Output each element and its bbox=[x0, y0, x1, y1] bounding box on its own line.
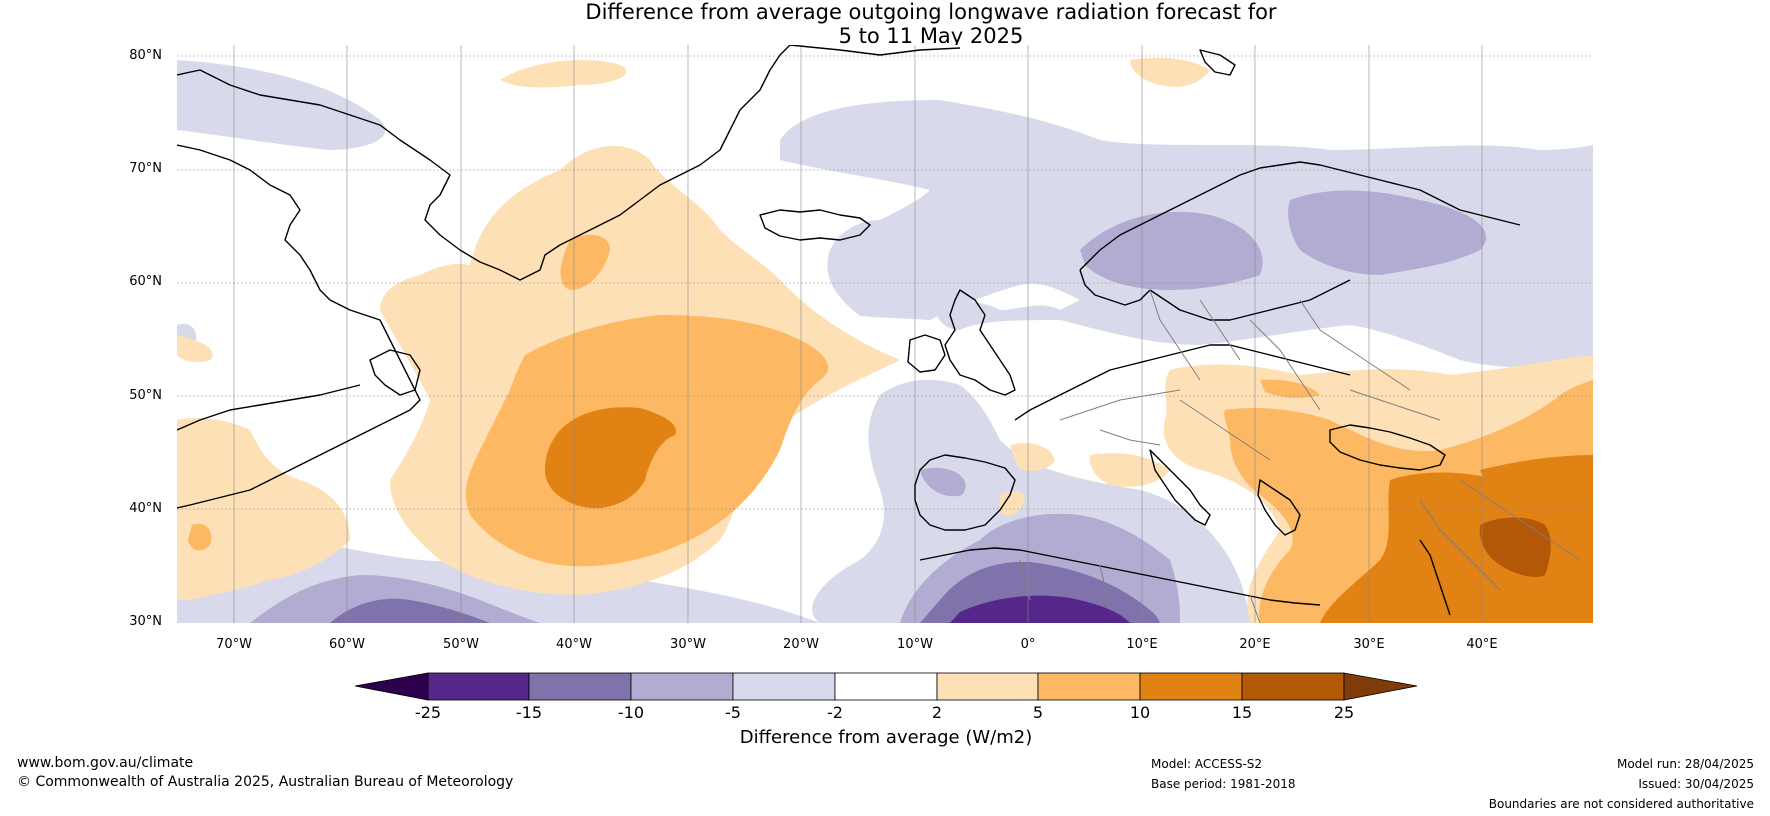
lat-label-50n: 50°N bbox=[129, 388, 162, 403]
lat-label-30n: 30°N bbox=[129, 614, 162, 629]
lon-label-10w: 10°W bbox=[897, 637, 933, 652]
colorbar-tick-label: -5 bbox=[725, 703, 741, 722]
colorbar-segment-5 bbox=[936, 672, 1039, 701]
anomaly-shading bbox=[177, 57, 1593, 623]
lon-label-0: 0° bbox=[1020, 637, 1036, 652]
colorbar-segment-6 bbox=[1037, 672, 1141, 701]
canada-coast bbox=[177, 144, 421, 509]
country-borders bbox=[1019, 289, 1581, 623]
model-run-date: Model run: 28/04/2025 bbox=[1616, 757, 1754, 771]
europe-coast bbox=[1014, 344, 1351, 421]
iceland-coast bbox=[759, 209, 871, 241]
anomaly-very-strong-positive bbox=[1479, 517, 1551, 577]
greenland-coast bbox=[177, 45, 791, 281]
colorbar-tick-label: -10 bbox=[617, 703, 645, 722]
copyright-notice: © Commonwealth of Australia 2025, Austra… bbox=[17, 774, 514, 790]
norway-west-coast bbox=[1079, 269, 1151, 306]
colorbar-segment-0 bbox=[427, 672, 530, 701]
chart-title-line-1: Difference from average outgoing longwav… bbox=[585, 0, 1277, 24]
website-link[interactable]: www.bom.gov.au/climate bbox=[17, 755, 194, 771]
lon-label-40w: 40°W bbox=[556, 637, 592, 652]
lat-label-60n: 60°N bbox=[129, 274, 162, 289]
colorbar-tick-label: 2 bbox=[931, 703, 943, 722]
colorbar-extension-max bbox=[1343, 672, 1418, 701]
greenland-east-coast bbox=[789, 45, 961, 56]
colorbar-tick-label: -25 bbox=[414, 703, 442, 722]
issued-date: Issued: 30/04/2025 bbox=[1638, 777, 1754, 791]
lon-label-40e: 40°E bbox=[1466, 637, 1498, 652]
lon-label-20e: 20°E bbox=[1239, 637, 1271, 652]
chart-title-line-2: 5 to 11 May 2025 bbox=[838, 24, 1024, 48]
colorbar bbox=[354, 672, 1418, 701]
colorbar-segment-2 bbox=[630, 672, 734, 701]
colorbar-segment-7 bbox=[1139, 672, 1243, 701]
lat-label-80n: 80°N bbox=[129, 48, 162, 63]
boundaries-disclaimer: Boundaries are not considered authoritat… bbox=[1488, 797, 1754, 811]
levant-coast bbox=[1419, 539, 1451, 616]
greece-coast bbox=[1257, 479, 1301, 536]
graticule bbox=[177, 45, 1593, 623]
colorbar-extension-min bbox=[354, 672, 429, 701]
chart-title: Difference from average outgoing longwav… bbox=[0, 0, 1770, 48]
colorbar-segment-1 bbox=[528, 672, 632, 701]
anomaly-very-strong-negative bbox=[950, 595, 1130, 623]
colorbar-title: Difference from average (W/m2) bbox=[739, 727, 1033, 748]
lon-label-30e: 30°E bbox=[1353, 637, 1385, 652]
ireland-coast bbox=[907, 334, 946, 373]
scandinavia-coast bbox=[1079, 161, 1521, 271]
lon-label-70w: 70°W bbox=[216, 637, 252, 652]
newfoundland-coast bbox=[369, 349, 421, 396]
north-africa-coast bbox=[919, 547, 1321, 606]
colorbar-segment-4 bbox=[834, 672, 938, 701]
model-name: Model: ACCESS-S2 bbox=[1151, 757, 1263, 771]
colorbar-segment-3 bbox=[732, 672, 836, 701]
base-period: Base period: 1981-2018 bbox=[1151, 777, 1296, 791]
colorbar-tick-label: 15 bbox=[1231, 703, 1253, 722]
lon-label-10e: 10°E bbox=[1126, 637, 1158, 652]
black-sea-coast bbox=[1329, 424, 1446, 471]
lat-label-70n: 70°N bbox=[129, 161, 162, 176]
colorbar-tick-label: 10 bbox=[1129, 703, 1151, 722]
colorbar-tick-label: -2 bbox=[827, 703, 843, 722]
labrador-coast bbox=[177, 384, 361, 431]
british-isles-coast bbox=[944, 289, 1016, 396]
coastlines bbox=[177, 45, 1521, 616]
colorbar-tick-label: -15 bbox=[515, 703, 543, 722]
italy-coast bbox=[1149, 449, 1211, 526]
lon-label-20w: 20°W bbox=[783, 637, 819, 652]
colorbar-segment-8 bbox=[1241, 672, 1345, 701]
iberia-coast bbox=[914, 454, 1016, 531]
anomaly-strong-positive bbox=[545, 407, 1593, 623]
baltic-coast bbox=[1149, 279, 1351, 321]
colorbar-tick-label: 5 bbox=[1032, 703, 1044, 722]
lon-label-30w: 30°W bbox=[670, 637, 706, 652]
lon-label-60w: 60°W bbox=[329, 637, 365, 652]
svalbard-coast bbox=[1199, 49, 1236, 76]
lat-label-40n: 40°N bbox=[129, 501, 162, 516]
colorbar-tick-label: 25 bbox=[1333, 703, 1355, 722]
lon-label-50w: 50°W bbox=[443, 637, 479, 652]
